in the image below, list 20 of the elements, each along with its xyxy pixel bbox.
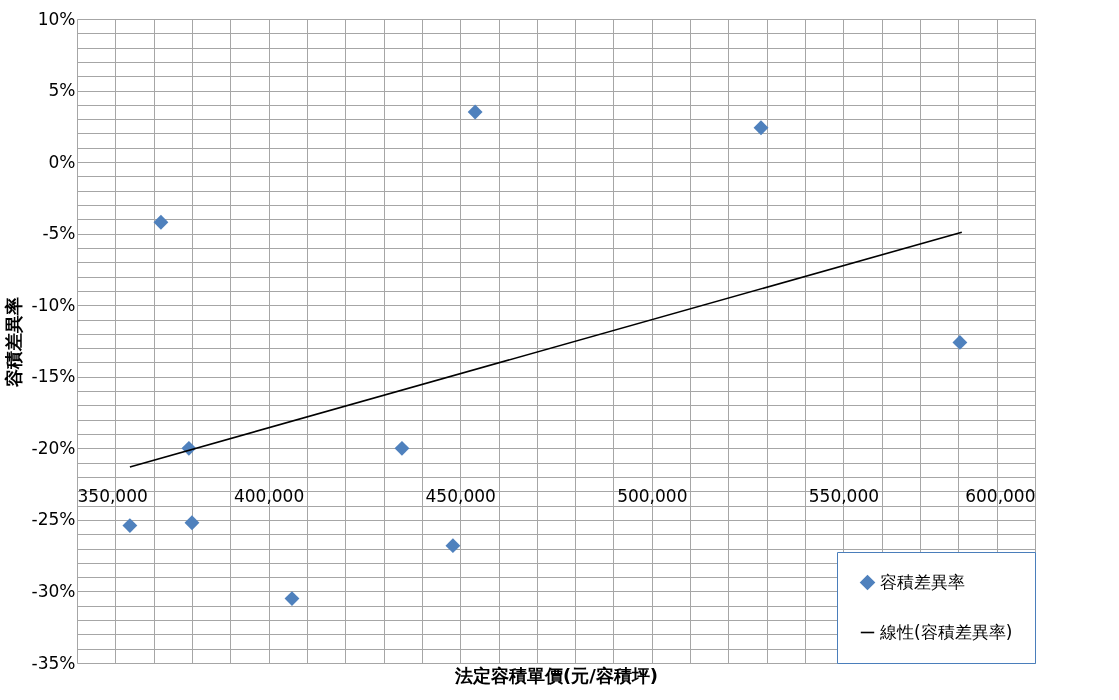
x-tick-label: 550,000 — [808, 486, 880, 507]
y-tick-label: -5% — [42, 223, 76, 244]
y-tick-label: 10% — [37, 8, 76, 29]
y-axis-title: 容積差異率 — [2, 296, 24, 388]
y-tick-label: -30% — [31, 580, 76, 601]
y-tick-label: -15% — [31, 366, 76, 387]
y-tick-label: -35% — [31, 652, 76, 673]
x-tick-label: 350,000 — [77, 486, 148, 507]
x-tick-label: 400,000 — [233, 486, 305, 507]
y-tick-label: -25% — [31, 509, 76, 530]
legend-label: 容積差異率 — [880, 571, 965, 592]
x-tick-label: 450,000 — [425, 486, 496, 507]
y-tick-label: 5% — [48, 80, 76, 101]
y-tick-label: -20% — [31, 437, 76, 458]
x-tick-label: 500,000 — [617, 486, 688, 507]
y-tick-label: -10% — [31, 294, 76, 315]
y-tick-label: 0% — [48, 151, 76, 172]
x-axis-title: 法定容積單價(元/容積坪) — [453, 664, 659, 686]
legend-label: 線性(容積差異率) — [879, 621, 1013, 642]
x-tick-label: 600,000 — [965, 486, 1036, 507]
